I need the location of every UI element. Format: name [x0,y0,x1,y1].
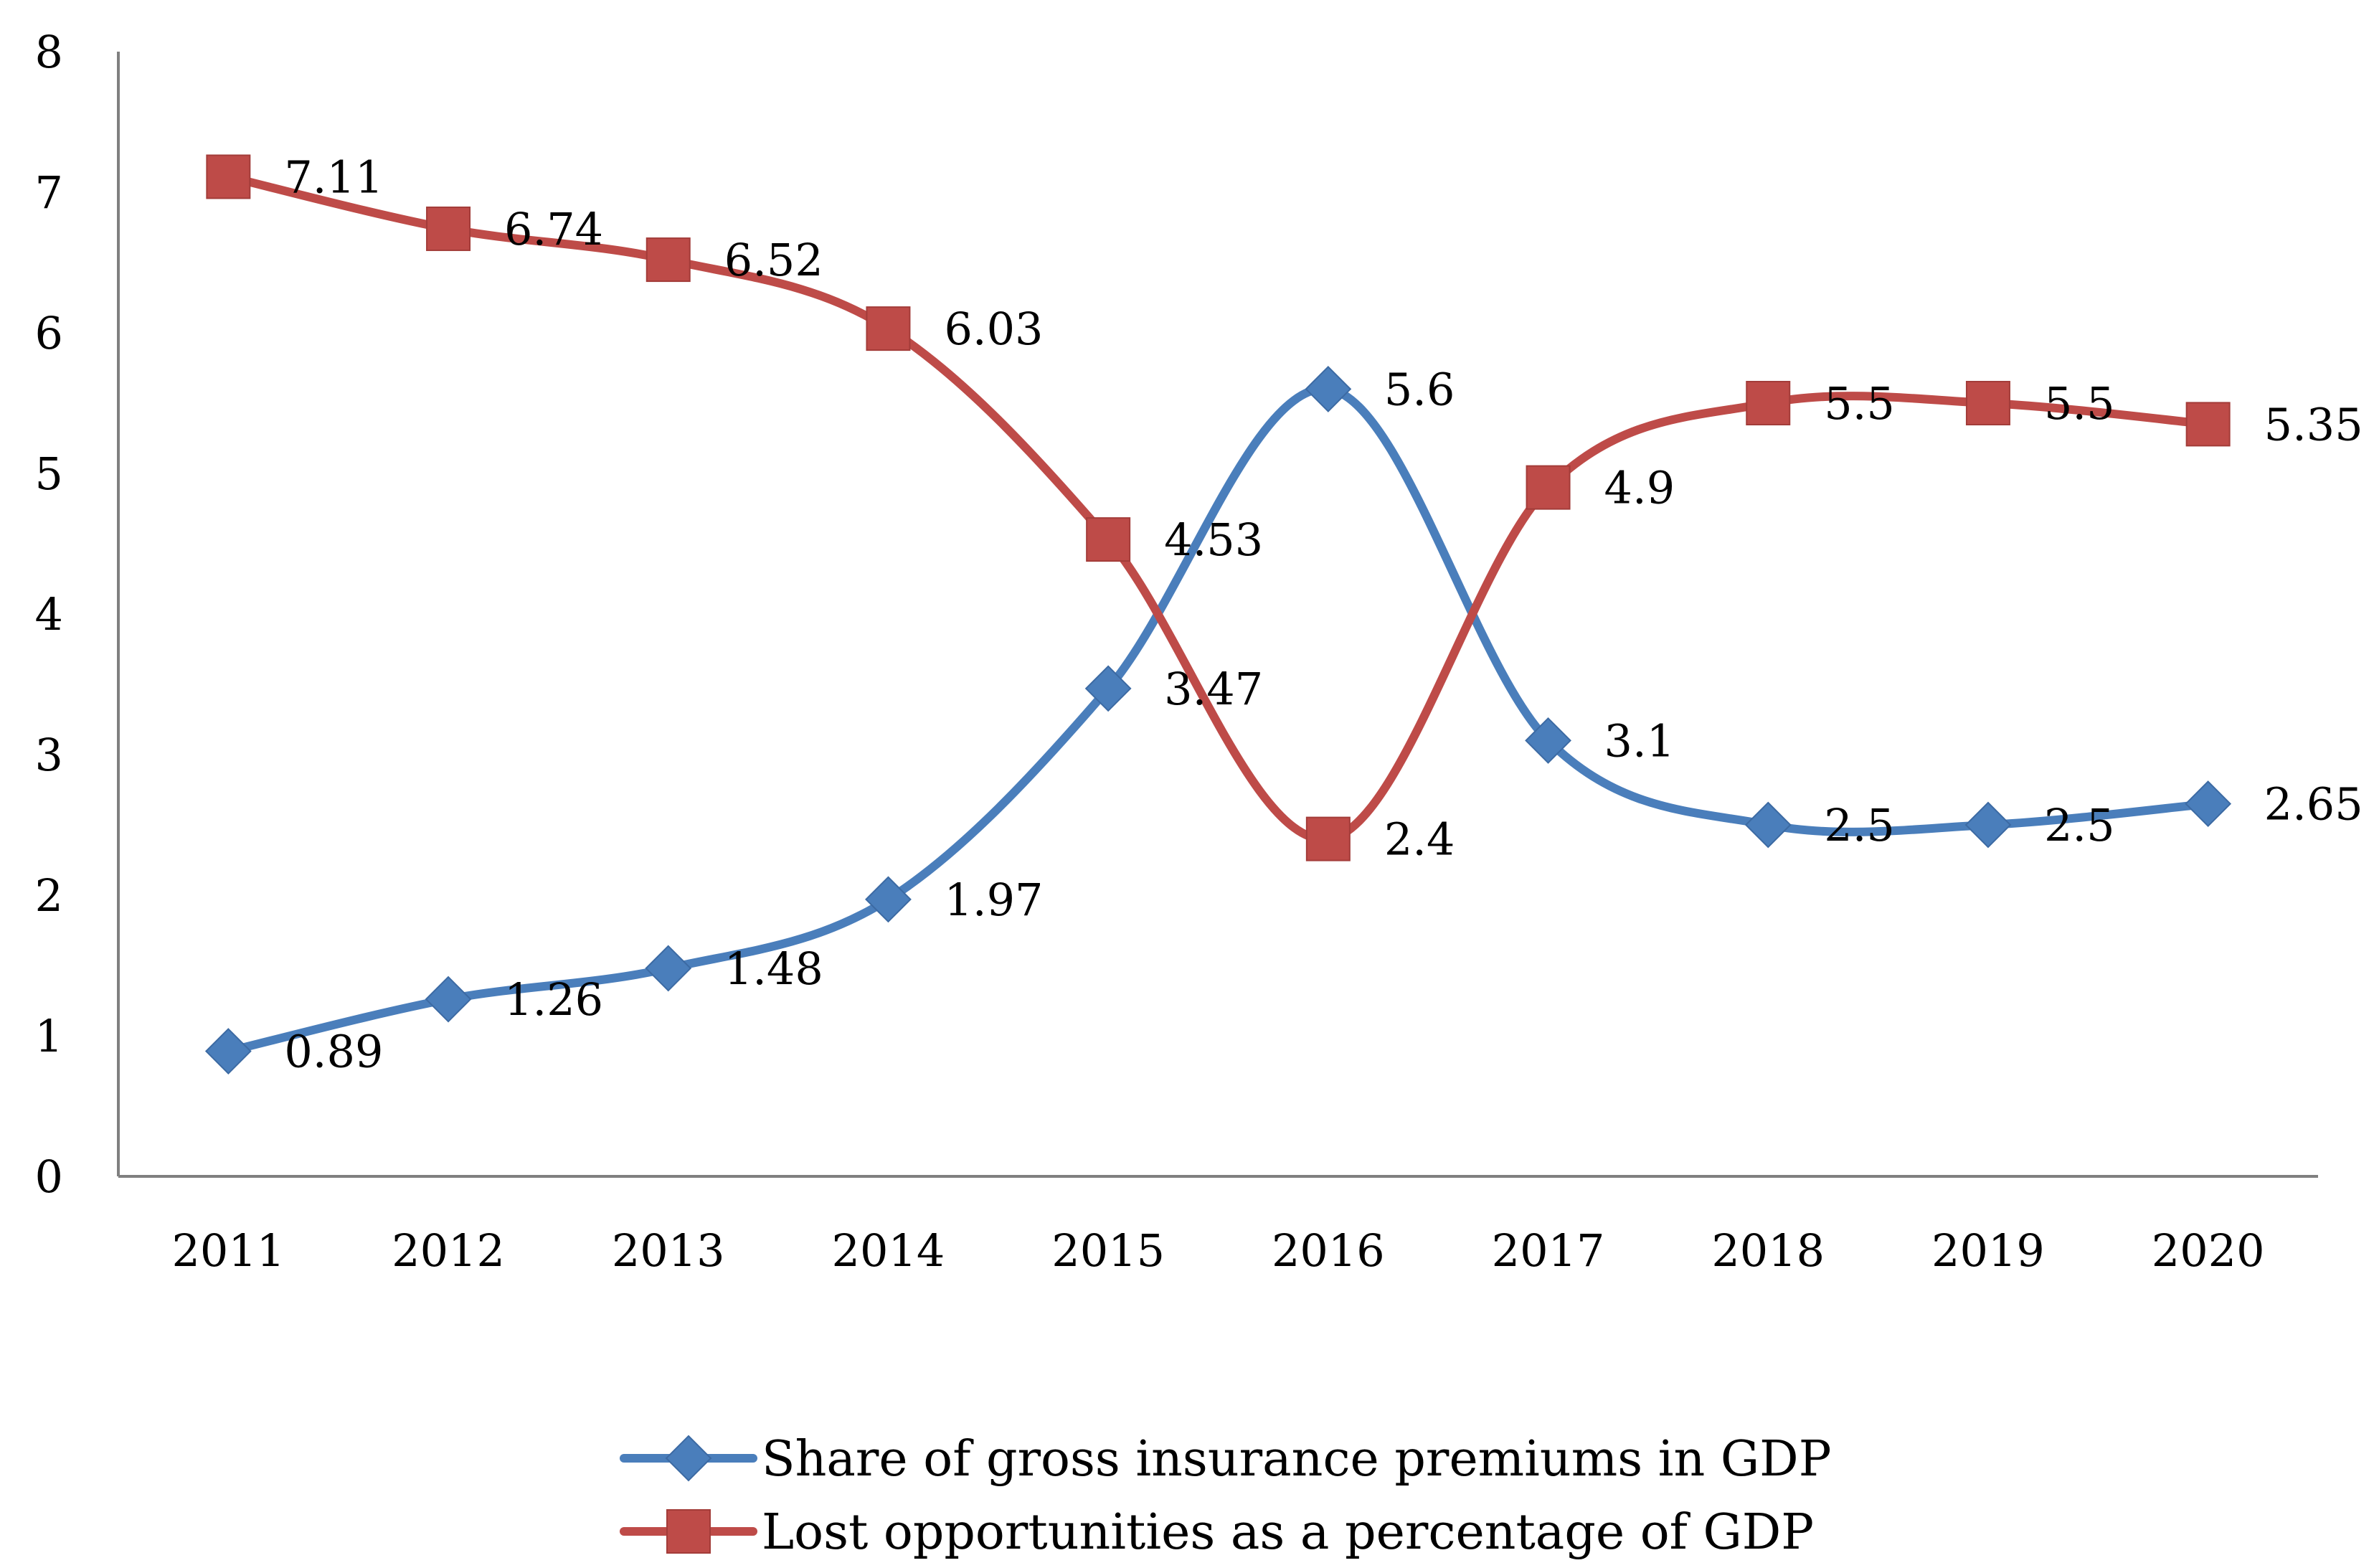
x-tick-label: 2017 [1492,1224,1605,1277]
data-label: 2.5 [1824,799,1895,851]
square-marker [645,237,691,283]
data-label: 1.48 [724,943,823,995]
data-label: 0.89 [284,1026,383,1078]
data-label: 4.53 [1164,514,1263,566]
diamond-marker [1964,801,2012,849]
y-tick-label: 7 [35,166,63,219]
data-label: 2.4 [1384,813,1455,866]
x-tick-label: 2016 [1272,1224,1385,1277]
square-marker [1746,381,1791,425]
data-label: 5.6 [1384,363,1455,415]
legend-item: Share of gross insurance premiums in GDP [620,1431,1831,1488]
data-labels: 0.89 1.26 1.48 1.97 3.47 5.6 3.1 2.5 2.5 2.65 7.11… [284,151,2363,1077]
axes [117,52,2318,1178]
data-label: 4.9 [1604,462,1675,514]
x-tick-label: 2012 [392,1224,505,1277]
data-label: 7.11 [284,151,383,203]
data-label: 6.74 [504,203,603,255]
diamond-marker [1305,365,1352,412]
diamond-marker [425,976,472,1023]
data-label: 2.65 [2264,778,2363,831]
data-label: 6.03 [944,303,1043,355]
x-tick-label: 2015 [1051,1224,1165,1277]
legend-label: Share of gross insurance premiums in GDP [762,1431,1831,1488]
square-marker [1305,816,1351,861]
y-tick-label: 4 [35,588,63,641]
square-marker [2185,402,2231,447]
legend-square-marker [666,1509,711,1554]
diamond-marker [2185,780,2232,828]
x-tick-label: 2011 [171,1224,285,1277]
data-label: 6.52 [724,234,823,286]
x-tick-label: 2014 [832,1224,945,1277]
data-label: 5.5 [2044,377,2115,430]
diamond-marker [865,876,912,923]
x-tick-label: 2019 [1931,1224,2045,1277]
series-line [224,172,2213,844]
y-tick-labels: 0 1 2 3 4 5 6 7 8 [35,26,63,1203]
y-tick-label: 1 [35,1010,63,1062]
series-2 [206,154,2231,861]
data-label: 3.47 [1164,663,1263,715]
square-marker [1086,517,1131,562]
series-1 [204,365,2232,1075]
diamond-marker [1084,665,1132,712]
diamond-marker [645,945,692,992]
series-layer [204,154,2232,1075]
x-tick-label: 2018 [1711,1224,1825,1277]
legend-diamond-marker [665,1435,712,1482]
x-tick-label: 2013 [612,1224,725,1277]
legend: Share of gross insurance premiums in GDP… [620,1431,1831,1561]
y-tick-label: 0 [35,1151,63,1203]
y-tick-label: 8 [35,26,63,78]
square-marker [1526,465,1571,510]
legend-label: Lost opportunities as a percentage of GD… [762,1504,1814,1561]
y-tick-label: 5 [35,448,63,500]
diamond-marker [204,1028,252,1075]
y-tick-label: 3 [35,729,63,781]
series-line [224,384,2213,1056]
x-tick-labels: 2011 2012 2013 2014 2015 2016 2017 2018 2019 2020 [171,1224,2264,1277]
y-tick-label: 6 [35,307,63,359]
square-marker [426,206,471,251]
square-marker [866,306,911,351]
legend-item: Lost opportunities as a percentage of GD… [620,1504,1814,1561]
data-label: 5.5 [1824,377,1895,430]
diamond-marker [1744,801,1792,849]
diamond-marker [1525,717,1571,764]
x-tick-label: 2020 [2152,1224,2265,1277]
y-tick-label: 2 [35,869,63,922]
square-marker [206,154,251,199]
data-label: 2.5 [2044,799,2115,851]
data-label: 1.97 [944,874,1043,926]
square-marker [1965,381,2010,425]
data-label: 5.35 [2264,398,2363,450]
data-label: 1.26 [504,973,603,1026]
data-label: 3.1 [1604,714,1675,767]
